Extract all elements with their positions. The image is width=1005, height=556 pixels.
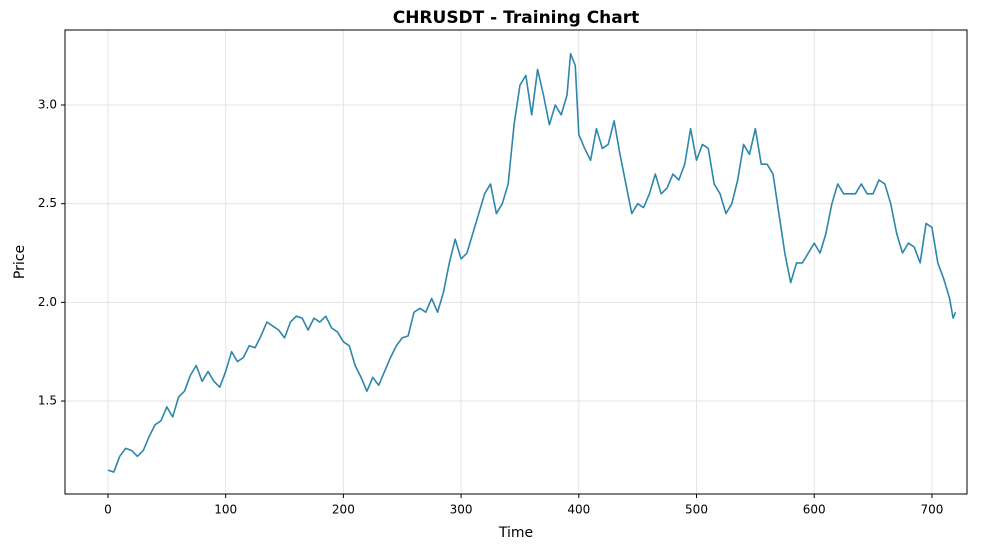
x-axis-label: Time [498,525,533,541]
chart-title: CHRUSDT - Training Chart [393,8,640,28]
x-tick-label: 600 [803,503,826,517]
y-tick-label: 2.0 [38,295,57,309]
x-tick-label: 400 [567,503,590,517]
price-line [107,52,957,473]
y-tick-label: 3.0 [38,97,57,111]
x-tick-label: 0 [104,503,112,517]
y-tick-label: 1.5 [38,394,57,408]
x-tick-label: 500 [685,503,708,517]
x-tick-label: 200 [332,503,355,517]
y-tick-label: 2.5 [38,196,57,210]
x-tick-label: 300 [450,503,473,517]
x-tick-label: 100 [214,503,237,517]
plot-frame [64,29,968,495]
y-axis-label: Price [12,245,28,279]
x-tick-label: 700 [920,503,943,517]
